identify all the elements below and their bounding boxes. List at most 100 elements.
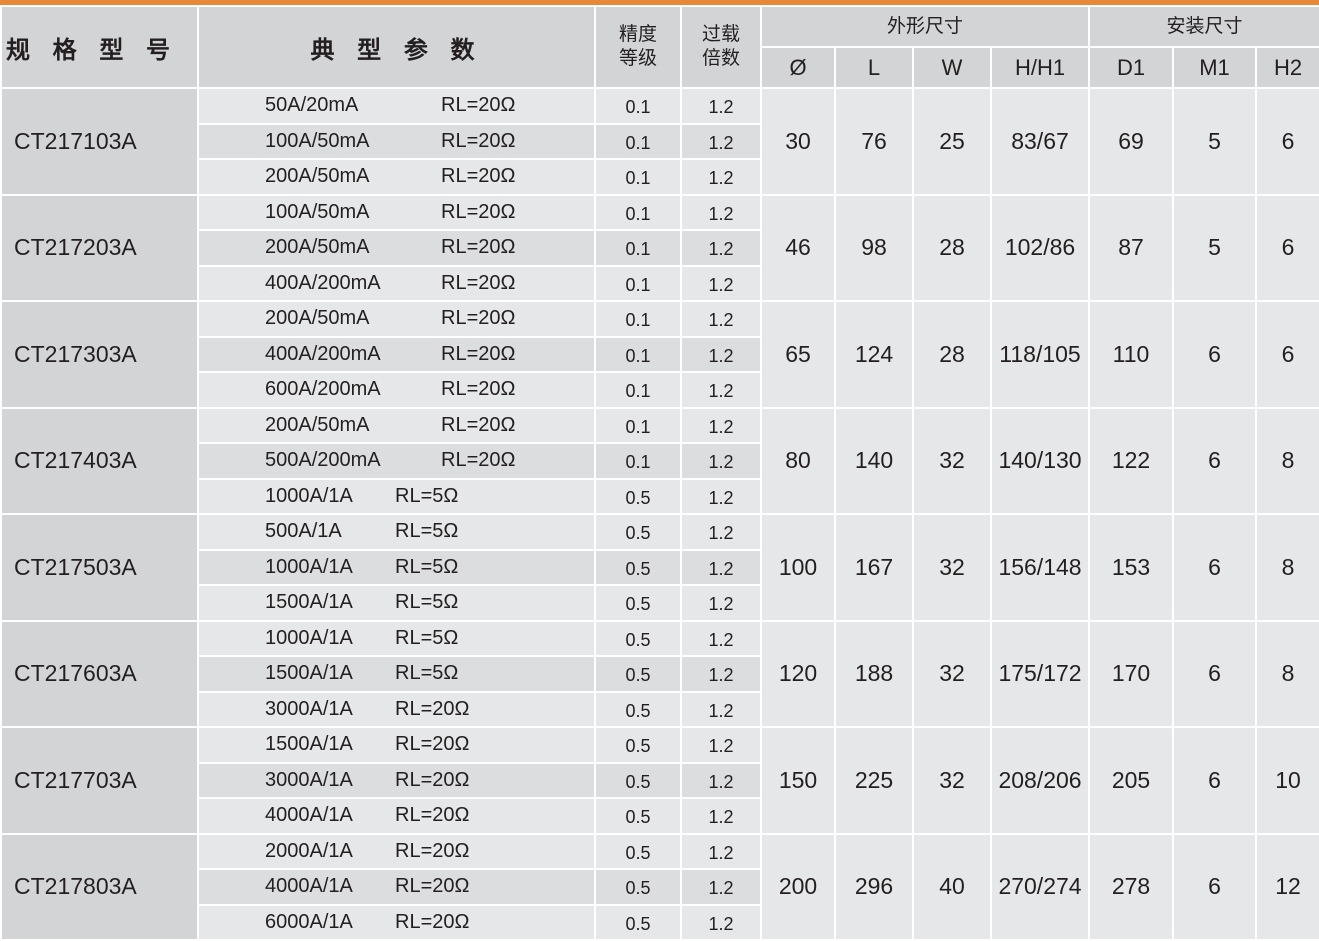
accuracy-cell: 0.5	[594, 832, 682, 870]
header-dim: H/H1	[989, 46, 1091, 89]
dim-cell: 28	[912, 300, 992, 409]
overload-cell: 1.2	[680, 548, 762, 586]
accuracy-cell: 0.5	[594, 584, 682, 622]
load-resistance: RL=20Ω	[395, 697, 470, 720]
table-row: 1000A/1A RL=5Ω 0.5 1.2	[1, 477, 1319, 515]
dim-cell: 175/172	[989, 619, 1091, 728]
accuracy-cell: 0.1	[594, 406, 682, 444]
header-dim: D1	[1088, 46, 1175, 89]
header-dim: H2	[1255, 46, 1319, 89]
accuracy-cell: 0.5	[594, 903, 682, 941]
ratio: 200A/50mA	[265, 307, 370, 330]
param-cell: 200A/50mA RL=20Ω	[197, 406, 596, 444]
model-cell: CT217703A	[0, 726, 199, 835]
dim-cell: 6	[1172, 726, 1258, 835]
dim-cell: 124	[834, 300, 914, 409]
load-resistance: RL=5Ω	[395, 484, 459, 507]
ratio: 2000A/1A	[265, 839, 353, 862]
accuracy-cell: 0.1	[594, 371, 682, 409]
param-cell: 100A/50mA RL=20Ω	[197, 193, 596, 231]
accuracy-cell: 0.5	[594, 513, 682, 551]
param-cell: 1000A/1A RL=5Ω	[197, 548, 596, 586]
accuracy-cell: 0.1	[594, 264, 682, 302]
dim-cell: 6	[1255, 193, 1319, 302]
table-row: CT217603A 1000A/1A RL=5Ω 0.5 1.2 120 188 32 175/…	[0, 619, 1319, 728]
dim-cell: 6	[1172, 832, 1258, 941]
header-dim: M1	[1172, 46, 1258, 89]
ratio: 200A/50mA	[265, 165, 370, 188]
dim-cell: 65	[760, 300, 836, 409]
param-cell: 200A/50mA RL=20Ω	[197, 158, 596, 196]
table-row: 1500A/1A RL=5Ω 0.5 1.2	[1, 584, 1319, 622]
accuracy-cell: 0.5	[594, 690, 682, 728]
model-cell: CT217103A	[0, 87, 199, 196]
ratio: 1500A/1A	[265, 591, 353, 614]
dim-cell: 122	[1088, 406, 1175, 515]
header-model: 规 格 型 号	[0, 5, 199, 89]
dim-cell: 10	[1255, 726, 1319, 835]
dim-cell: 6	[1172, 513, 1258, 622]
overload-cell: 1.2	[680, 229, 762, 267]
load-resistance: RL=20Ω	[441, 378, 516, 401]
load-resistance: RL=20Ω	[395, 910, 470, 933]
table-row: 500A/200mA RL=20Ω 0.1 1.2	[1, 442, 1319, 480]
load-resistance: RL=20Ω	[441, 271, 516, 294]
ratio: 1500A/1A	[265, 733, 353, 756]
load-resistance: RL=5Ω	[395, 520, 459, 543]
table-row: 100A/50mA RL=20Ω 0.1 1.2	[1, 122, 1319, 160]
dim-cell: 5	[1172, 193, 1258, 302]
load-resistance: RL=20Ω	[441, 236, 516, 259]
load-resistance: RL=20Ω	[441, 129, 516, 152]
table-row: 400A/200mA RL=20Ω 0.1 1.2	[1, 335, 1319, 373]
param-cell: 400A/200mA RL=20Ω	[197, 335, 596, 373]
overload-cell: 1.2	[680, 87, 762, 125]
dim-cell: 170	[1088, 619, 1175, 728]
accuracy-cell: 0.1	[594, 442, 682, 480]
overload-cell: 1.2	[680, 903, 762, 941]
table-row: CT217103A 50A/20mA RL=20Ω 0.1 1.2 30 76 25 83/67…	[0, 87, 1319, 196]
accuracy-cell: 0.1	[594, 87, 682, 125]
dim-cell: 46	[760, 193, 836, 302]
dim-cell: 8	[1255, 406, 1319, 515]
overload-cell: 1.2	[680, 371, 762, 409]
dim-cell: 76	[834, 87, 914, 196]
header-overload: 过载 倍数	[680, 5, 762, 89]
header-dim: Ø	[760, 46, 836, 89]
param-cell: 4000A/1A RL=20Ω	[197, 797, 596, 835]
overload-cell: 1.2	[680, 122, 762, 160]
param-cell: 100A/50mA RL=20Ω	[197, 122, 596, 160]
dim-cell: 120	[760, 619, 836, 728]
overload-cell: 1.2	[680, 584, 762, 622]
table-row: 3000A/1A RL=20Ω 0.5 1.2	[1, 761, 1319, 799]
load-resistance: RL=20Ω	[441, 449, 516, 472]
table-row: 600A/200mA RL=20Ω 0.1 1.2	[1, 371, 1319, 409]
table-row: 1000A/1A RL=5Ω 0.5 1.2	[1, 548, 1319, 586]
header-dim: L	[834, 46, 914, 89]
table-row: CT217703A 1500A/1A RL=20Ω 0.5 1.2 150 225 32 208…	[0, 726, 1319, 835]
table-row: CT217803A 2000A/1A RL=20Ω 0.5 1.2 200 296 40 270…	[0, 832, 1319, 941]
overload-cell: 1.2	[680, 832, 762, 870]
param-cell: 2000A/1A RL=20Ω	[197, 832, 596, 870]
param-cell: 200A/50mA RL=20Ω	[197, 300, 596, 338]
overload-cell: 1.2	[680, 655, 762, 693]
header-accuracy: 精度 等级	[594, 5, 682, 89]
ratio: 1500A/1A	[265, 662, 353, 685]
ratio: 200A/50mA	[265, 413, 370, 436]
overload-cell: 1.2	[680, 335, 762, 373]
dim-cell: 6	[1172, 300, 1258, 409]
dim-cell: 156/148	[989, 513, 1091, 622]
overload-cell: 1.2	[680, 797, 762, 835]
accuracy-cell: 0.5	[594, 655, 682, 693]
accuracy-cell: 0.5	[594, 797, 682, 835]
load-resistance: RL=20Ω	[395, 768, 470, 791]
dim-cell: 32	[912, 513, 992, 622]
header-mounting: 安装尺寸	[1088, 5, 1319, 48]
load-resistance: RL=20Ω	[441, 165, 516, 188]
accent-bar	[0, 0, 1319, 5]
load-resistance: RL=20Ω	[395, 839, 470, 862]
model-cell: CT217803A	[0, 832, 199, 941]
param-cell: 200A/50mA RL=20Ω	[197, 229, 596, 267]
load-resistance: RL=20Ω	[441, 94, 516, 117]
overload-cell: 1.2	[680, 300, 762, 338]
ratio: 3000A/1A	[265, 697, 353, 720]
